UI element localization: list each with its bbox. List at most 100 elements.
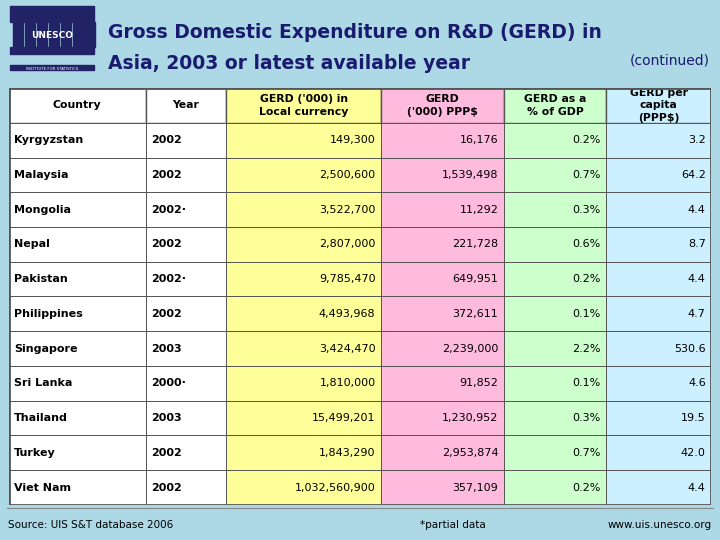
- Text: 2,807,000: 2,807,000: [319, 239, 375, 249]
- Text: 1,810,000: 1,810,000: [320, 379, 375, 388]
- Text: Malaysia: Malaysia: [14, 170, 69, 180]
- Bar: [9, 401, 145, 435]
- Text: 0.3%: 0.3%: [572, 205, 600, 214]
- Bar: [381, 227, 504, 262]
- Bar: [381, 331, 504, 366]
- Bar: [25, 22, 35, 47]
- Bar: [227, 296, 381, 331]
- Text: 4.4: 4.4: [688, 274, 706, 284]
- Bar: [606, 88, 711, 123]
- Text: 4.4: 4.4: [688, 205, 706, 214]
- Bar: [145, 401, 227, 435]
- Text: www.uis.unesco.org: www.uis.unesco.org: [608, 520, 712, 530]
- Bar: [381, 470, 504, 505]
- Bar: [13, 22, 23, 47]
- Bar: [227, 262, 381, 296]
- Text: Sri Lanka: Sri Lanka: [14, 379, 73, 388]
- Text: Kyrgyzstan: Kyrgyzstan: [14, 135, 84, 145]
- Text: 1,032,560,900: 1,032,560,900: [294, 483, 375, 492]
- Bar: [606, 296, 711, 331]
- Text: 2002: 2002: [151, 239, 182, 249]
- Bar: [9, 123, 145, 158]
- Text: (continued): (continued): [630, 53, 710, 68]
- Bar: [9, 435, 145, 470]
- Text: 2.2%: 2.2%: [572, 343, 600, 354]
- Bar: [227, 123, 381, 158]
- Text: 15,499,201: 15,499,201: [312, 413, 375, 423]
- Text: GERD ('000) in
Local currency: GERD ('000) in Local currency: [259, 94, 348, 117]
- Text: 0.2%: 0.2%: [572, 483, 600, 492]
- Bar: [606, 435, 711, 470]
- Bar: [227, 88, 381, 123]
- Text: 16,176: 16,176: [460, 135, 498, 145]
- Text: Pakistan: Pakistan: [14, 274, 68, 284]
- Bar: [145, 366, 227, 401]
- Bar: [49, 22, 59, 47]
- Text: 64.2: 64.2: [681, 170, 706, 180]
- Bar: [9, 88, 145, 123]
- Bar: [504, 435, 606, 470]
- Text: 0.2%: 0.2%: [572, 135, 600, 145]
- Text: 2002: 2002: [151, 448, 182, 458]
- Bar: [504, 470, 606, 505]
- Bar: [381, 123, 504, 158]
- Text: 0.2%: 0.2%: [572, 274, 600, 284]
- Text: 2002: 2002: [151, 170, 182, 180]
- Bar: [9, 296, 145, 331]
- Bar: [145, 262, 227, 296]
- Bar: [9, 331, 145, 366]
- Text: 1,843,290: 1,843,290: [319, 448, 375, 458]
- Text: 3.2: 3.2: [688, 135, 706, 145]
- Text: GERD per
capita
(PPP$): GERD per capita (PPP$): [630, 88, 688, 123]
- Bar: [10, 65, 94, 70]
- Text: 530.6: 530.6: [674, 343, 706, 354]
- Bar: [504, 158, 606, 192]
- Text: 2,239,000: 2,239,000: [442, 343, 498, 354]
- Bar: [227, 192, 381, 227]
- Text: 2003: 2003: [151, 413, 182, 423]
- Bar: [227, 435, 381, 470]
- Text: 3,424,470: 3,424,470: [319, 343, 375, 354]
- Text: 2002: 2002: [151, 483, 182, 492]
- Text: Source: UIS S&T database 2006: Source: UIS S&T database 2006: [8, 520, 174, 530]
- Text: 4.7: 4.7: [688, 309, 706, 319]
- Bar: [504, 88, 606, 123]
- Bar: [504, 192, 606, 227]
- Bar: [381, 296, 504, 331]
- Text: 2002·: 2002·: [151, 205, 186, 214]
- Text: GERD
('000) PPP$: GERD ('000) PPP$: [407, 94, 478, 117]
- Text: Year: Year: [173, 100, 199, 110]
- Text: *partial data: *partial data: [420, 520, 486, 530]
- Bar: [10, 47, 94, 54]
- Bar: [606, 158, 711, 192]
- Bar: [227, 227, 381, 262]
- Text: 9,785,470: 9,785,470: [319, 274, 375, 284]
- Text: 91,852: 91,852: [459, 379, 498, 388]
- Bar: [381, 366, 504, 401]
- Text: 2,953,874: 2,953,874: [442, 448, 498, 458]
- Text: 11,292: 11,292: [459, 205, 498, 214]
- Bar: [381, 192, 504, 227]
- Text: GERD as a
% of GDP: GERD as a % of GDP: [524, 94, 586, 117]
- Text: 19.5: 19.5: [681, 413, 706, 423]
- Text: 149,300: 149,300: [330, 135, 375, 145]
- Text: Philippines: Philippines: [14, 309, 83, 319]
- Text: 0.7%: 0.7%: [572, 448, 600, 458]
- Bar: [227, 470, 381, 505]
- Text: 1,230,952: 1,230,952: [442, 413, 498, 423]
- Text: 649,951: 649,951: [453, 274, 498, 284]
- Bar: [504, 401, 606, 435]
- Bar: [145, 331, 227, 366]
- Bar: [9, 470, 145, 505]
- Text: 2000·: 2000·: [151, 379, 186, 388]
- Bar: [37, 22, 48, 47]
- Bar: [606, 470, 711, 505]
- Bar: [9, 227, 145, 262]
- Text: 2003: 2003: [151, 343, 182, 354]
- Text: 4.6: 4.6: [688, 379, 706, 388]
- Bar: [504, 262, 606, 296]
- Text: 0.7%: 0.7%: [572, 170, 600, 180]
- Bar: [381, 435, 504, 470]
- Text: UNESCO: UNESCO: [31, 31, 73, 40]
- Text: 2002: 2002: [151, 135, 182, 145]
